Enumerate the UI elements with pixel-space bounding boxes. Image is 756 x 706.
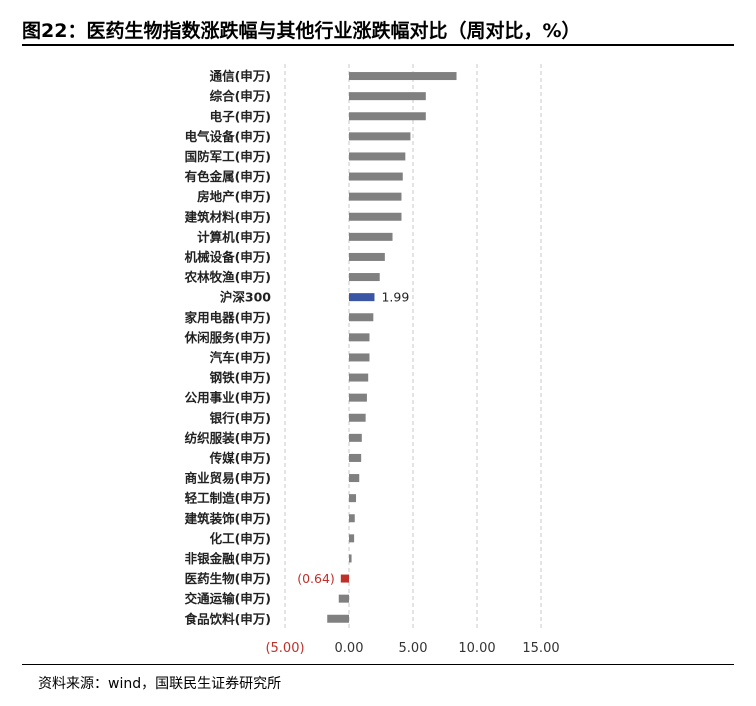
x-tick-label: 15.00 <box>522 641 559 656</box>
bar <box>349 433 362 442</box>
data-label: (0.64) <box>297 571 335 586</box>
category-label: 交通运输(申万) <box>185 591 271 606</box>
gridlines <box>284 64 542 628</box>
category-label: 沪深300 <box>220 290 271 305</box>
category-label: 钢铁(申万) <box>210 370 271 385</box>
bar <box>349 192 402 201</box>
x-axis-ticks: (5.00) 0.00 5.00 10.00 15.00 <box>265 641 559 656</box>
bar <box>349 212 402 221</box>
bar <box>349 413 366 422</box>
bar <box>349 172 403 181</box>
category-label: 机械设备(申万) <box>185 249 271 264</box>
data-label: 1.99 <box>381 290 409 305</box>
category-labels: 通信(申万) 综合(申万) 电子(申万) 电气设备(申万) 国防军工(申万) 有色金属(申… <box>184 69 272 627</box>
category-label: 房地产(申万) <box>197 189 271 204</box>
category-label: 传媒(申万) <box>209 450 271 465</box>
category-label: 电子(申万) <box>210 109 271 124</box>
bar <box>349 92 426 101</box>
bar <box>349 252 385 261</box>
category-label: 非银金融(申万) <box>185 551 271 566</box>
category-label: 国防军工(申万) <box>185 149 271 164</box>
data-labels: 1.99 (0.64) <box>297 290 409 586</box>
title-divider <box>22 44 734 46</box>
x-tick-label: (5.00) <box>265 641 304 656</box>
bar <box>349 273 380 282</box>
category-label: 电气设备(申万) <box>185 129 271 144</box>
category-label: 农林牧渔(申万) <box>184 270 271 285</box>
bar <box>349 132 411 141</box>
bar <box>349 534 355 543</box>
page-title: 图22：医药生物指数涨跌幅与其他行业涨跌幅对比（周对比，%） <box>22 20 581 42</box>
bar <box>349 313 374 322</box>
bar <box>349 232 393 241</box>
category-label: 通信(申万) <box>210 69 271 84</box>
footer-divider <box>22 664 734 665</box>
bar <box>349 514 355 523</box>
category-label: 轻工制造(申万) <box>185 491 271 506</box>
bar <box>338 594 349 603</box>
bar <box>349 152 406 161</box>
category-label: 食品饮料(申万) <box>184 611 271 626</box>
bar <box>349 474 360 483</box>
category-label: 计算机(申万) <box>197 229 271 244</box>
x-tick-label: 10.00 <box>458 641 495 656</box>
category-label: 有色金属(申万) <box>185 169 271 184</box>
category-label: 公用事业(申万) <box>185 390 271 405</box>
category-label: 汽车(申万) <box>210 350 271 365</box>
category-label: 休闲服务(申万) <box>184 330 271 345</box>
x-tick-label: 0.00 <box>335 641 364 656</box>
bar <box>327 614 349 623</box>
bar <box>349 393 367 402</box>
bar <box>349 353 370 362</box>
bar <box>349 293 375 302</box>
bar <box>349 494 357 503</box>
bar <box>349 373 369 382</box>
category-label: 纺织服装(申万) <box>185 430 271 445</box>
category-label: 商业贸易(申万) <box>185 471 271 486</box>
bar <box>349 453 362 462</box>
bars <box>327 72 457 623</box>
source-note: 资料来源：wind，国联民生证券研究所 <box>38 676 282 692</box>
bar <box>349 333 370 342</box>
bar <box>349 112 426 121</box>
category-label: 综合(申万) <box>210 89 271 104</box>
bar <box>349 554 352 563</box>
category-label: 化工(申万) <box>210 531 271 546</box>
category-label: 医药生物(申万) <box>185 571 271 586</box>
category-label: 家用电器(申万) <box>185 310 271 325</box>
category-label: 建筑材料(申万) <box>185 209 271 224</box>
category-label: 建筑装饰(申万) <box>185 511 271 526</box>
category-label: 银行(申万) <box>210 410 271 425</box>
bar <box>349 72 457 81</box>
bar <box>340 574 349 583</box>
x-tick-label: 5.00 <box>399 641 428 656</box>
